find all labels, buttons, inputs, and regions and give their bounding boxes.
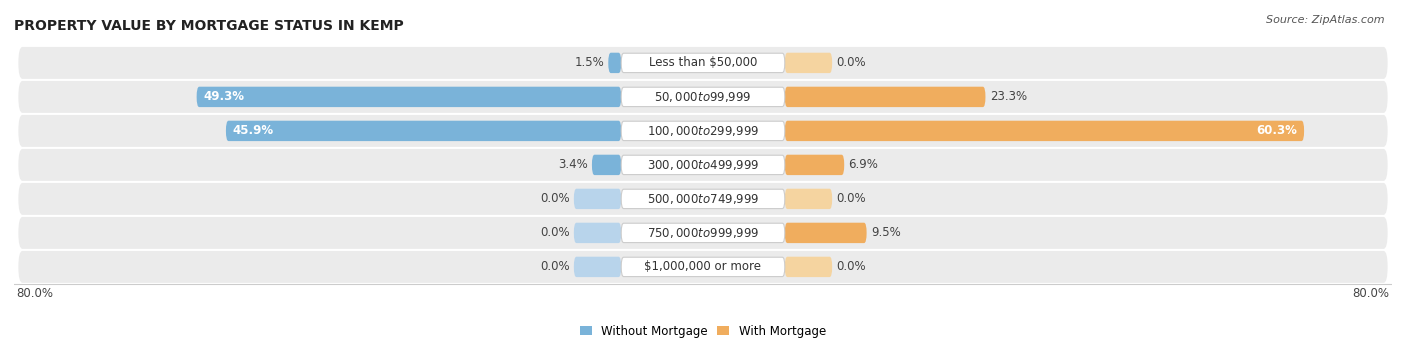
- Text: 0.0%: 0.0%: [540, 226, 569, 239]
- FancyBboxPatch shape: [621, 257, 785, 277]
- FancyBboxPatch shape: [18, 217, 1388, 249]
- FancyBboxPatch shape: [609, 53, 621, 73]
- Legend: Without Mortgage, With Mortgage: Without Mortgage, With Mortgage: [581, 325, 825, 338]
- Text: 0.0%: 0.0%: [540, 260, 569, 273]
- Text: 0.0%: 0.0%: [837, 56, 866, 69]
- Text: $500,000 to $749,999: $500,000 to $749,999: [647, 192, 759, 206]
- FancyBboxPatch shape: [574, 257, 621, 277]
- FancyBboxPatch shape: [18, 47, 1388, 79]
- FancyBboxPatch shape: [785, 155, 844, 175]
- FancyBboxPatch shape: [18, 81, 1388, 113]
- Text: $750,000 to $999,999: $750,000 to $999,999: [647, 226, 759, 240]
- FancyBboxPatch shape: [18, 183, 1388, 215]
- FancyBboxPatch shape: [785, 189, 832, 209]
- Text: PROPERTY VALUE BY MORTGAGE STATUS IN KEMP: PROPERTY VALUE BY MORTGAGE STATUS IN KEM…: [14, 19, 404, 33]
- Text: 80.0%: 80.0%: [1353, 287, 1389, 300]
- FancyBboxPatch shape: [621, 121, 785, 141]
- FancyBboxPatch shape: [18, 149, 1388, 181]
- Text: 3.4%: 3.4%: [558, 158, 588, 171]
- Text: $300,000 to $499,999: $300,000 to $499,999: [647, 158, 759, 172]
- Text: 23.3%: 23.3%: [990, 90, 1026, 103]
- Text: 0.0%: 0.0%: [540, 192, 569, 205]
- FancyBboxPatch shape: [621, 155, 785, 175]
- FancyBboxPatch shape: [226, 121, 621, 141]
- Text: 1.5%: 1.5%: [574, 56, 605, 69]
- FancyBboxPatch shape: [18, 115, 1388, 147]
- FancyBboxPatch shape: [785, 121, 1305, 141]
- FancyBboxPatch shape: [621, 223, 785, 243]
- Text: 49.3%: 49.3%: [204, 90, 245, 103]
- Text: 0.0%: 0.0%: [837, 260, 866, 273]
- Text: 80.0%: 80.0%: [17, 287, 53, 300]
- FancyBboxPatch shape: [592, 155, 621, 175]
- FancyBboxPatch shape: [621, 189, 785, 208]
- Text: $100,000 to $299,999: $100,000 to $299,999: [647, 124, 759, 138]
- FancyBboxPatch shape: [18, 251, 1388, 283]
- Text: Source: ZipAtlas.com: Source: ZipAtlas.com: [1267, 15, 1385, 25]
- Text: $1,000,000 or more: $1,000,000 or more: [644, 260, 762, 273]
- Text: Less than $50,000: Less than $50,000: [648, 56, 758, 69]
- FancyBboxPatch shape: [785, 53, 832, 73]
- Text: $50,000 to $99,999: $50,000 to $99,999: [654, 90, 752, 104]
- FancyBboxPatch shape: [574, 189, 621, 209]
- FancyBboxPatch shape: [197, 87, 621, 107]
- FancyBboxPatch shape: [785, 87, 986, 107]
- FancyBboxPatch shape: [785, 223, 866, 243]
- FancyBboxPatch shape: [621, 87, 785, 106]
- Text: 6.9%: 6.9%: [849, 158, 879, 171]
- FancyBboxPatch shape: [621, 53, 785, 72]
- FancyBboxPatch shape: [574, 223, 621, 243]
- Text: 9.5%: 9.5%: [870, 226, 901, 239]
- Text: 0.0%: 0.0%: [837, 192, 866, 205]
- Text: 60.3%: 60.3%: [1257, 124, 1298, 137]
- FancyBboxPatch shape: [785, 257, 832, 277]
- Text: 45.9%: 45.9%: [233, 124, 274, 137]
